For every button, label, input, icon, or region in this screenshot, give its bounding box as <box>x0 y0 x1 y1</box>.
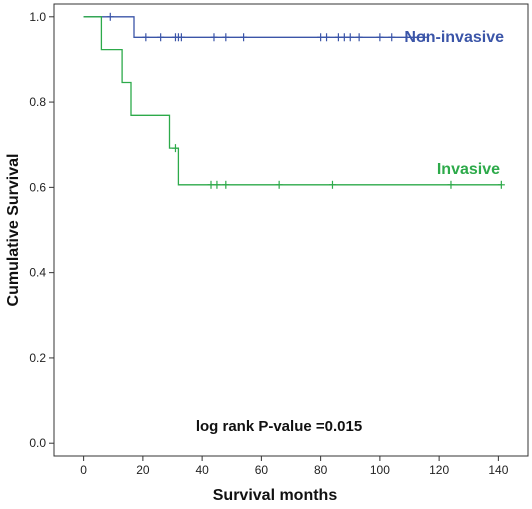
censor-mark-non-invasive <box>177 33 185 42</box>
y-tick-label: 1.0 <box>29 10 46 24</box>
censor-mark-invasive <box>222 180 230 189</box>
series-label-invasive: Invasive <box>437 161 500 178</box>
series-label-non-invasive: Non-invasive <box>404 29 504 46</box>
censor-mark-non-invasive <box>388 33 396 42</box>
censor-mark-invasive <box>171 144 179 153</box>
censor-mark-non-invasive <box>240 33 248 42</box>
y-tick-label: 0.0 <box>29 436 46 450</box>
censor-mark-non-invasive <box>317 33 325 42</box>
censor-mark-invasive <box>328 180 336 189</box>
plot-frame <box>53 3 529 457</box>
x-tick-label: 60 <box>255 463 269 477</box>
censor-mark-non-invasive <box>323 33 331 42</box>
x-tick-label: 40 <box>195 463 209 477</box>
log-rank-annotation: log rank P-value =0.015 <box>196 418 362 435</box>
censor-mark-non-invasive <box>376 33 384 42</box>
series-layer <box>83 12 505 189</box>
censor-mark-non-invasive <box>142 33 150 42</box>
x-tick-label: 20 <box>136 463 150 477</box>
censor-mark-non-invasive <box>157 33 165 42</box>
censor-mark-non-invasive <box>222 33 230 42</box>
censor-mark-non-invasive <box>210 33 218 42</box>
censor-mark-non-invasive <box>346 33 354 42</box>
y-axis-title: Cumulative Survival <box>5 154 22 307</box>
x-tick-label: 0 <box>80 463 87 477</box>
x-tick-label: 140 <box>488 463 508 477</box>
y-tick-label: 0.6 <box>29 180 46 194</box>
y-axis: 0.0 0.2 0.4 0.6 0.8 1.0 <box>29 10 54 450</box>
x-axis-title: Survival months <box>213 487 338 504</box>
x-tick-label: 120 <box>429 463 449 477</box>
x-axis: 0 20 40 60 80 100 120 140 <box>80 456 509 477</box>
censor-mark-invasive <box>275 180 283 189</box>
series-line-invasive <box>83 16 502 186</box>
censor-mark-invasive <box>447 180 455 189</box>
y-tick-label: 0.8 <box>29 95 46 109</box>
censor-mark-invasive <box>207 180 215 189</box>
censor-mark-non-invasive <box>106 12 114 21</box>
censor-mark-invasive <box>213 180 221 189</box>
series-line-non-invasive <box>83 16 425 38</box>
censor-mark-invasive <box>497 180 505 189</box>
x-tick-label: 80 <box>314 463 328 477</box>
y-tick-label: 0.4 <box>29 266 46 280</box>
censor-mark-non-invasive <box>340 33 348 42</box>
censor-mark-non-invasive <box>355 33 363 42</box>
censor-mark-non-invasive <box>334 33 342 42</box>
x-tick-label: 100 <box>370 463 390 477</box>
censor-mark-non-invasive <box>420 33 428 42</box>
y-tick-label: 0.2 <box>29 351 46 365</box>
